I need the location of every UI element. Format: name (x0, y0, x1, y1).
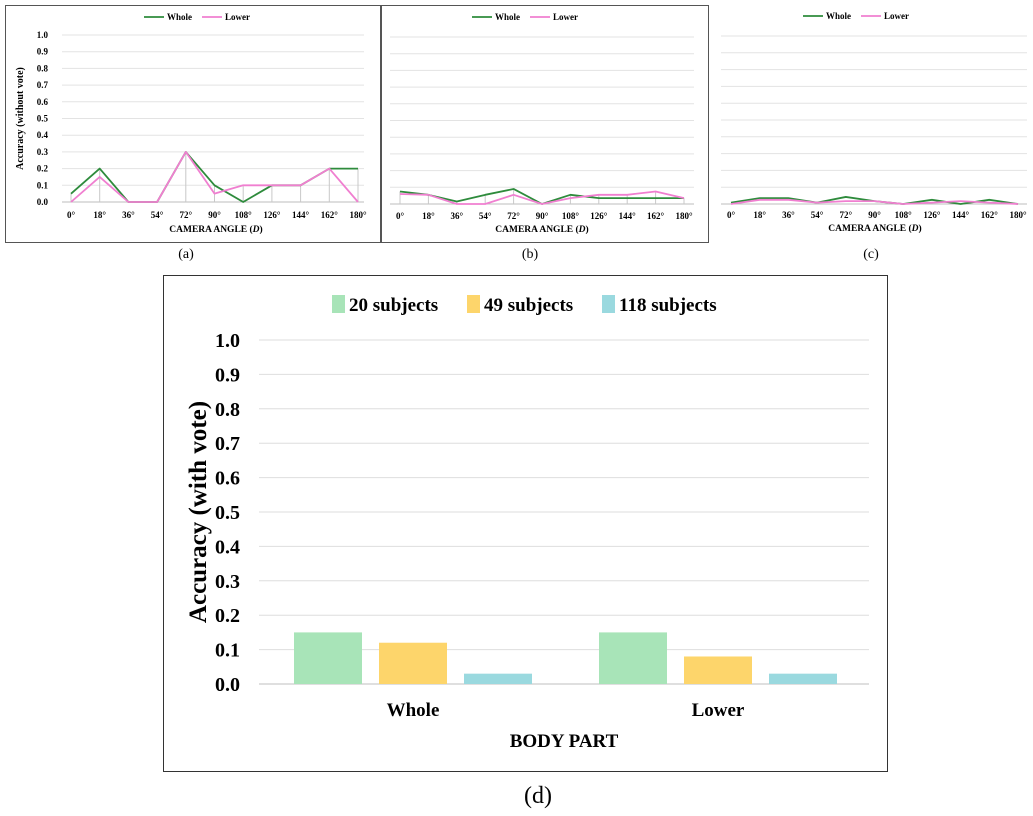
legend-label-118-subjects: 118 subjects (619, 295, 717, 316)
x-tick-label: 18° (422, 211, 435, 221)
series-line-lower (70, 150, 359, 203)
x-tick-label: 108° (562, 211, 580, 221)
x-tick-label: 126° (923, 210, 941, 220)
y-tick-label: 0.6 (215, 468, 240, 490)
legend-label-whole: Whole (495, 12, 520, 22)
x-tick-label: 0° (727, 210, 736, 220)
line-chart-c: 0° 18° 36° 54° 72° 90° 108° 126° 144° 162° 180° CAM… (721, 11, 1027, 234)
caption-d: (d) (524, 783, 552, 809)
x-tick-label: 0° (396, 211, 405, 221)
x-axis-label: BODY PART (510, 731, 619, 752)
bar-whole-118-subjects (464, 673, 532, 684)
y-tick-label: 0.4 (215, 536, 240, 558)
caption-b: (b) (521, 247, 539, 262)
legend-label-whole: Whole (167, 12, 192, 22)
x-tick-label: 126° (590, 211, 608, 221)
y-tick-label: 0.6 (37, 97, 49, 107)
x-tick-label: 144° (952, 210, 970, 220)
x-tick-label: 54° (151, 210, 164, 220)
series-line-lower (399, 190, 685, 205)
x-tick-label: Lower (692, 700, 745, 721)
y-axis-label: Accuracy (with vote) (185, 401, 212, 623)
legend-label-lower: Lower (553, 12, 578, 22)
x-tick-label: 180° (1009, 210, 1027, 220)
x-tick-label: 18° (753, 210, 766, 220)
chart-panel-b: 0° 18° 36° 54° 72° 90° 108° 126° 144° 162° 180° CAM… (381, 5, 709, 243)
legend-label-lower: Lower (884, 11, 909, 21)
x-axis-label: CAMERA ANGLE (D) (828, 223, 921, 234)
bar-whole-20-subjects (294, 632, 362, 684)
x-tick-label: 162° (981, 210, 999, 220)
y-tick-label: 1.0 (37, 30, 49, 40)
y-tick-label: 0.5 (215, 502, 240, 524)
x-tick-label: 108° (895, 210, 913, 220)
x-tick-label: 36° (782, 210, 795, 220)
x-axis-label: CAMERA ANGLE (D) (169, 224, 262, 235)
line-chart-a: 0.0 0.1 0.2 0.3 0.4 0.5 0.6 0.7 0.8 0.9 1.0 0° 18° 36… (15, 12, 367, 235)
x-tick-label: 144° (619, 211, 637, 221)
bar-lower-20-subjects (599, 632, 667, 684)
y-tick-label: 0.9 (37, 47, 49, 57)
x-tick-label: 72° (507, 211, 520, 221)
x-tick-label: 90° (208, 210, 221, 220)
y-tick-label: 0.2 (215, 605, 240, 627)
x-tick-label: 36° (450, 211, 463, 221)
x-tick-label: 162° (321, 210, 339, 220)
line-chart-b: 0° 18° 36° 54° 72° 90° 108° 126° 144° 162° 180° CAM… (390, 12, 694, 235)
y-tick-label: 0.1 (215, 640, 240, 662)
y-tick-label: 0.9 (215, 364, 240, 386)
y-tick-label: 0.8 (215, 399, 240, 421)
series-line-lower (730, 198, 1019, 205)
legend-swatch-20-subjects (332, 295, 345, 313)
chart-panel-d: 0.0 0.1 0.2 0.3 0.4 0.5 0.6 0.7 0.8 0.9 1.0 Whole Lo… (163, 275, 888, 772)
y-tick-label: 0.0 (215, 674, 240, 696)
y-axis-label: Accuracy (without vote) (15, 67, 26, 170)
x-tick-label: Whole (387, 700, 440, 721)
legend-label-whole: Whole (826, 11, 851, 21)
x-tick-label: 54° (811, 210, 824, 220)
x-tick-label: 18° (93, 210, 106, 220)
x-tick-label: 126° (263, 210, 281, 220)
bar-lower-118-subjects (769, 673, 837, 684)
chart-panel-a: 0.0 0.1 0.2 0.3 0.4 0.5 0.6 0.7 0.8 0.9 1.0 0° 18° 36… (5, 5, 381, 243)
y-tick-label: 0.8 (37, 63, 49, 73)
caption-c: (c) (863, 247, 879, 262)
y-tick-label: 0.3 (215, 571, 240, 593)
x-tick-label: 54° (479, 211, 492, 221)
y-tick-label: 0.4 (37, 130, 49, 140)
bar-chart-d: 0.0 0.1 0.2 0.3 0.4 0.5 0.6 0.7 0.8 0.9 1.0 Whole Lo… (185, 295, 869, 752)
x-tick-label: 108° (235, 210, 253, 220)
legend-swatch-49-subjects (467, 295, 480, 313)
chart-panel-c: 0° 18° 36° 54° 72° 90° 108° 126° 144° 162° 180° CAM… (709, 5, 1033, 241)
series-line-whole (399, 188, 684, 205)
y-tick-label: 1.0 (215, 330, 240, 352)
x-tick-label: 90° (868, 210, 881, 220)
x-tick-label: 72° (179, 210, 192, 220)
bar-lower-49-subjects (684, 656, 752, 684)
x-tick-label: 72° (839, 210, 852, 220)
x-tick-label: 180° (675, 211, 693, 221)
y-tick-label: 0.7 (215, 433, 240, 455)
x-tick-label: 144° (292, 210, 310, 220)
x-tick-label: 0° (67, 210, 76, 220)
legend-label-lower: Lower (225, 12, 250, 22)
y-tick-label: 0.7 (37, 80, 49, 90)
bar-whole-49-subjects (379, 642, 447, 684)
caption-a: (a) (178, 247, 194, 262)
x-tick-label: 90° (536, 211, 549, 221)
x-tick-label: 180° (349, 210, 367, 220)
x-tick-label: 162° (647, 211, 665, 221)
y-tick-label: 0.1 (37, 180, 49, 190)
legend-label-20-subjects: 20 subjects (349, 295, 438, 316)
y-tick-label: 0.0 (37, 197, 49, 207)
x-axis-label: CAMERA ANGLE (D) (495, 224, 588, 235)
y-tick-label: 0.5 (37, 114, 49, 124)
legend-swatch-118-subjects (602, 295, 615, 313)
y-tick-label: 0.2 (37, 164, 49, 174)
y-tick-label: 0.3 (37, 147, 49, 157)
x-tick-label: 36° (122, 210, 135, 220)
legend-label-49-subjects: 49 subjects (484, 295, 573, 316)
